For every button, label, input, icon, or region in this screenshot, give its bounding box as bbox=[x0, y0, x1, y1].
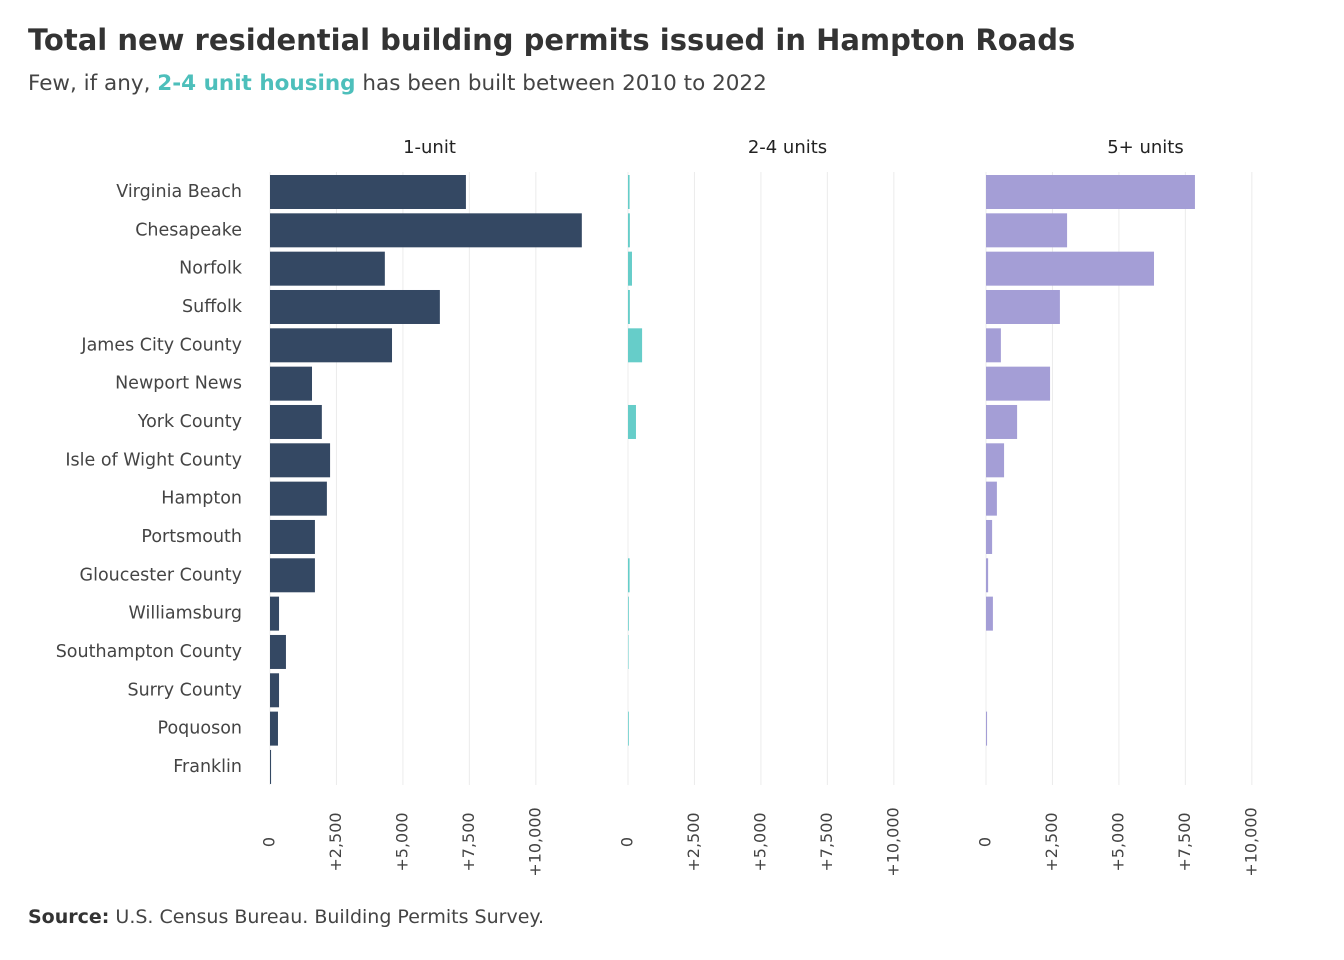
bar bbox=[270, 596, 280, 631]
bar bbox=[270, 519, 315, 554]
panel-title: 1-unit bbox=[403, 137, 456, 158]
bar bbox=[628, 404, 636, 439]
category-label: Virginia Beach bbox=[116, 182, 242, 202]
source-text: U.S. Census Bureau. Building Permits Sur… bbox=[109, 906, 544, 928]
bar bbox=[628, 289, 630, 324]
category-label: Franklin bbox=[173, 757, 242, 777]
bar bbox=[270, 289, 440, 324]
bar bbox=[628, 251, 632, 286]
category-label: Hampton bbox=[161, 489, 242, 509]
bar bbox=[628, 213, 630, 248]
bar bbox=[986, 213, 1068, 248]
x-tick-label: +10,000 bbox=[1241, 807, 1260, 876]
bar bbox=[628, 711, 629, 746]
category-label: Norfolk bbox=[179, 259, 243, 279]
bar bbox=[270, 328, 393, 363]
bar bbox=[270, 711, 278, 746]
bar bbox=[628, 328, 643, 363]
bar bbox=[270, 251, 385, 286]
bar bbox=[628, 558, 630, 593]
x-tick-label: 0 bbox=[260, 837, 279, 847]
x-tick-label: +10,000 bbox=[883, 807, 902, 876]
subtitle-part: Few, if any, bbox=[28, 71, 157, 96]
category-label: Williamsburg bbox=[129, 604, 242, 624]
bar bbox=[270, 366, 313, 401]
source: Source: U.S. Census Bureau. Building Per… bbox=[28, 906, 544, 928]
bar bbox=[986, 175, 1195, 209]
source-label: Source: bbox=[28, 906, 109, 928]
panel-title: 2-4 units bbox=[748, 137, 827, 158]
bar bbox=[986, 366, 1051, 401]
bar bbox=[270, 443, 331, 478]
x-tick-label: +7,500 bbox=[817, 812, 836, 871]
category-label: York County bbox=[137, 412, 242, 432]
bar bbox=[986, 289, 1060, 324]
bar bbox=[270, 404, 322, 439]
bar bbox=[986, 596, 993, 631]
bar bbox=[986, 519, 993, 554]
x-tick-label: +7,500 bbox=[459, 812, 478, 871]
bar bbox=[270, 673, 280, 708]
subtitle-highlight: 2-4 unit housing bbox=[157, 71, 355, 96]
x-tick-label: +2,500 bbox=[684, 812, 703, 871]
bar bbox=[270, 175, 466, 209]
category-label: James City County bbox=[80, 335, 242, 355]
x-tick-label: +5,000 bbox=[392, 812, 411, 871]
x-tick-label: 0 bbox=[618, 837, 637, 847]
bar bbox=[270, 634, 286, 669]
chart-title: Total new residential building permits i… bbox=[28, 23, 1075, 57]
category-label: Gloucester County bbox=[80, 565, 242, 585]
chart-subtitle: Few, if any, 2-4 unit housing has been b… bbox=[28, 71, 767, 96]
bar bbox=[986, 251, 1155, 286]
category-label: Chesapeake bbox=[135, 220, 242, 240]
category-label: Southampton County bbox=[56, 642, 242, 662]
bar bbox=[628, 634, 629, 669]
x-tick-label: +2,500 bbox=[326, 812, 345, 871]
bar bbox=[986, 404, 1018, 439]
bar bbox=[986, 328, 1001, 363]
x-tick-label: +5,000 bbox=[1108, 812, 1127, 871]
category-label: Isle of Wight County bbox=[65, 450, 242, 470]
category-label: Portsmouth bbox=[141, 527, 242, 547]
bar bbox=[270, 749, 272, 784]
subtitle-part: has been built between 2010 to 2022 bbox=[356, 71, 767, 96]
category-label: Suffolk bbox=[182, 297, 243, 317]
x-tick-label: +10,000 bbox=[525, 807, 544, 876]
bar bbox=[986, 711, 988, 746]
bar bbox=[270, 558, 315, 593]
bar bbox=[628, 596, 629, 631]
x-tick-label: +5,000 bbox=[750, 812, 769, 871]
bar bbox=[270, 481, 327, 516]
category-label: Surry County bbox=[127, 680, 242, 700]
bar bbox=[270, 213, 582, 248]
bar bbox=[986, 558, 989, 593]
category-label: Poquoson bbox=[158, 719, 242, 739]
x-tick-label: 0 bbox=[976, 837, 995, 847]
bar bbox=[628, 175, 630, 209]
category-label: Newport News bbox=[115, 374, 242, 394]
panel-title: 5+ units bbox=[1107, 137, 1184, 158]
x-tick-label: +2,500 bbox=[1042, 812, 1061, 871]
x-tick-label: +7,500 bbox=[1175, 812, 1194, 871]
bar bbox=[986, 481, 997, 516]
bar bbox=[986, 443, 1005, 478]
